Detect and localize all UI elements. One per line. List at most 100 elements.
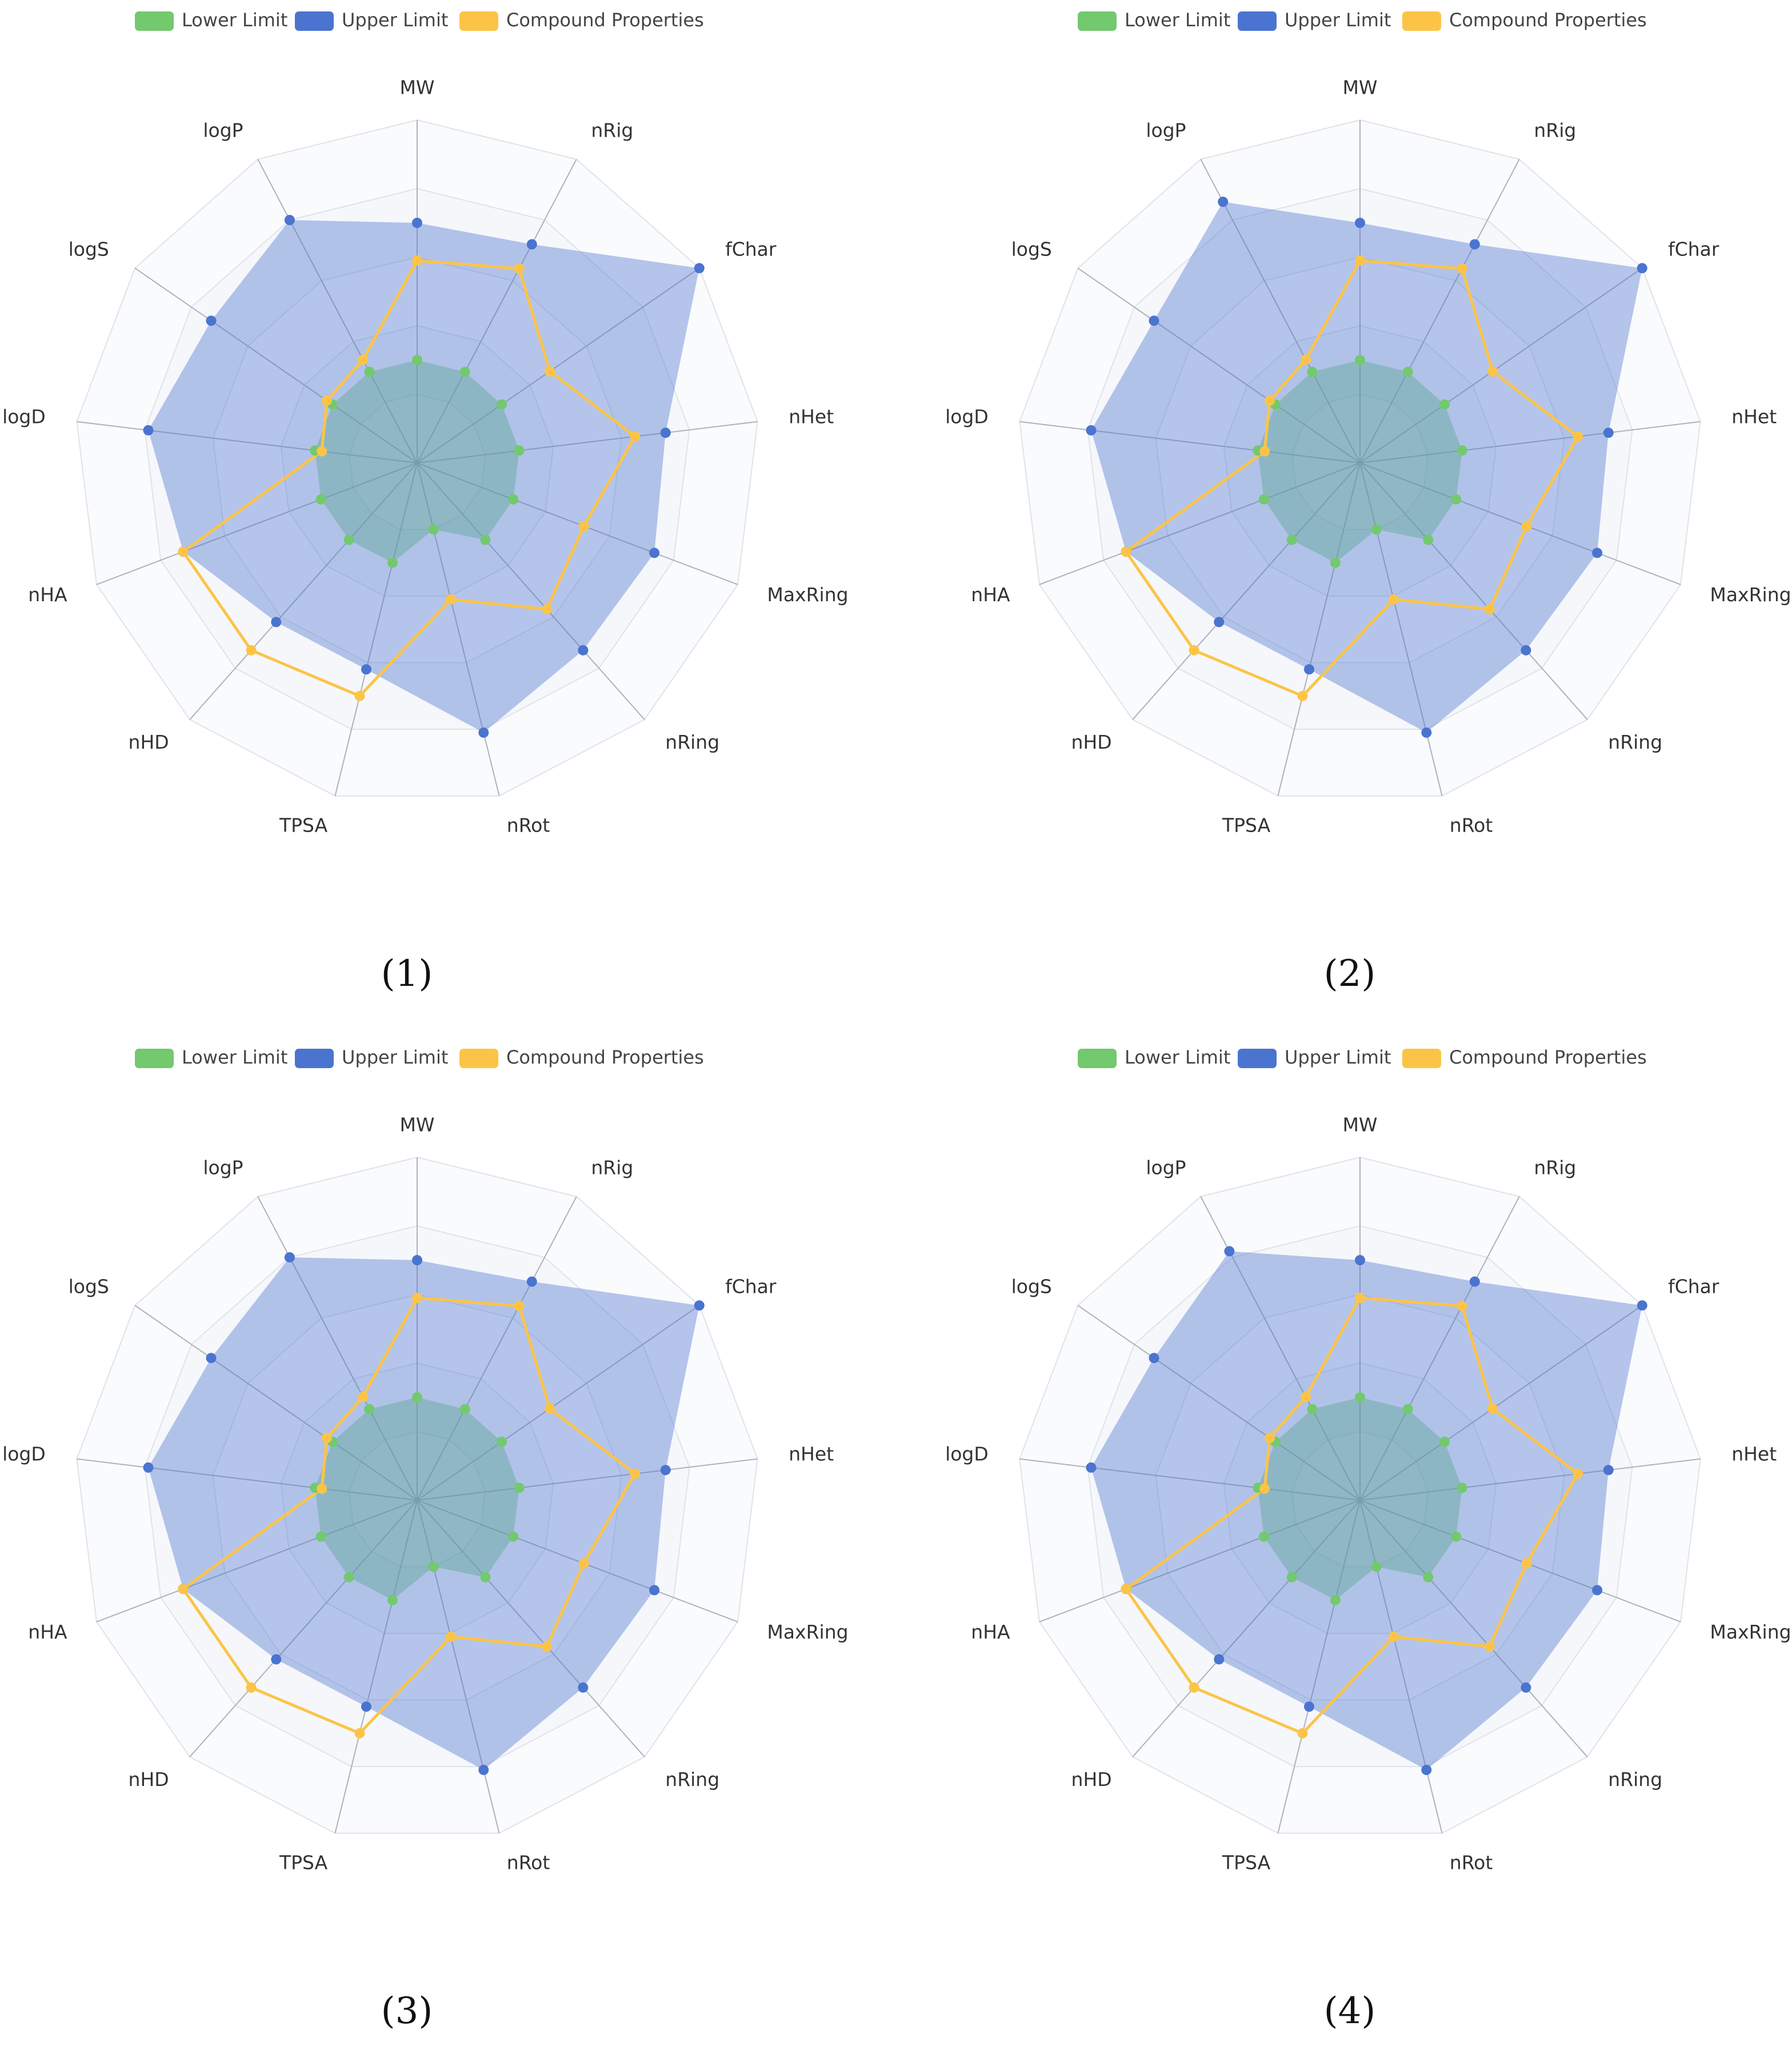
data-point-lower [497, 399, 507, 410]
axis-label-mw: MW [1342, 77, 1377, 99]
axis-label-nhd: nHD [1071, 731, 1112, 753]
data-point-upper [649, 1585, 660, 1596]
data-point-lower [1451, 494, 1462, 505]
axis-label-nhet: nHet [789, 1443, 834, 1465]
data-point-lower [412, 355, 422, 365]
legend-swatch-compound[interactable] [459, 11, 498, 31]
axis-label-nrig: nRig [1534, 1157, 1576, 1179]
data-point-upper [1214, 1654, 1225, 1665]
legend: Lower Limit Upper Limit Compound Propertie… [1078, 1046, 1647, 1068]
axis-label-maxring: MaxRing [1710, 584, 1791, 606]
data-point-upper [1603, 427, 1614, 438]
axis-label-nha: nHA [971, 1621, 1010, 1643]
legend-swatch-compound[interactable] [459, 1049, 498, 1068]
data-point-upper [1421, 1764, 1432, 1775]
series-area-lower [1258, 1397, 1462, 1600]
data-point-upper [1521, 1682, 1531, 1693]
axis-spoke [1359, 1458, 1701, 1501]
data-point-lower [1307, 1404, 1318, 1414]
legend-swatch-lower[interactable] [1078, 11, 1117, 31]
series-area-compound [1125, 259, 1579, 698]
axis-label-nring: nRing [1608, 731, 1662, 753]
axis-spoke [417, 462, 500, 796]
data-point-compound [1388, 1631, 1399, 1642]
axis-spoke [96, 462, 418, 585]
data-point-compound [412, 1293, 422, 1303]
axis-spoke [77, 421, 418, 463]
data-point-upper [1421, 727, 1432, 738]
legend-label-upper[interactable]: Upper Limit [342, 1046, 448, 1068]
data-point-compound [1484, 604, 1495, 614]
legend-label-lower[interactable]: Lower Limit [182, 1046, 287, 1068]
axis-label-nhd: nHD [129, 731, 169, 753]
series-area-compound [1125, 1296, 1579, 1735]
axis-spoke [1359, 1500, 1588, 1757]
axis-spoke [417, 1500, 500, 1833]
legend-swatch-compound[interactable] [1402, 1049, 1441, 1068]
data-point-lower [412, 1392, 422, 1402]
axis-label-logd: logD [945, 406, 989, 428]
axis-spoke [1200, 159, 1361, 463]
legend-swatch-upper[interactable] [1238, 11, 1277, 31]
axis-label-mw: MW [1342, 1114, 1377, 1136]
legend-label-compound[interactable]: Compound Properties [506, 9, 704, 31]
data-point-compound [1521, 1558, 1532, 1569]
data-point-lower [343, 534, 354, 545]
legend-label-compound[interactable]: Compound Properties [506, 1046, 704, 1068]
data-point-compound [1388, 594, 1399, 605]
data-point-compound [545, 1403, 555, 1414]
axis-spoke [257, 1196, 418, 1501]
legend-swatch-lower[interactable] [135, 1049, 174, 1068]
legend-label-lower[interactable]: Lower Limit [1125, 1046, 1230, 1068]
axis-label-nrot: nRot [1450, 814, 1493, 837]
axis-spoke [1359, 462, 1681, 585]
legend-swatch-upper[interactable] [1238, 1049, 1277, 1068]
data-point-upper [578, 1682, 589, 1693]
data-point-upper [361, 664, 371, 675]
legend-swatch-lower[interactable] [1078, 1049, 1117, 1068]
axis-label-logp: logP [1146, 1157, 1186, 1179]
axis-label-logs: logS [1011, 1275, 1052, 1297]
data-point-upper [284, 215, 295, 225]
data-point-upper [1592, 548, 1603, 558]
legend-label-upper[interactable]: Upper Limit [1285, 9, 1391, 31]
legend-label-lower[interactable]: Lower Limit [182, 9, 287, 31]
axis-spoke [1359, 1305, 1643, 1501]
legend-swatch-upper[interactable] [295, 1049, 334, 1068]
data-point-upper [1086, 1462, 1097, 1473]
data-point-compound [178, 1584, 189, 1595]
axis-label-fchar: fChar [725, 238, 777, 260]
legend-label-lower[interactable]: Lower Limit [1125, 9, 1230, 31]
data-point-compound [1265, 395, 1275, 406]
axis-label-nhet: nHet [1731, 1443, 1777, 1465]
data-point-compound [1484, 1641, 1495, 1652]
data-point-compound [317, 446, 327, 457]
data-point-lower [428, 524, 439, 535]
data-point-compound [1121, 546, 1131, 557]
axis-label-tpsa: TPSA [279, 814, 328, 837]
legend: Lower Limit Upper Limit Compound Propertie… [1078, 9, 1647, 31]
data-point-lower [1371, 1561, 1382, 1572]
legend-swatch-upper[interactable] [295, 11, 334, 31]
legend-label-compound[interactable]: Compound Properties [1449, 9, 1647, 31]
data-point-compound [445, 1631, 456, 1642]
axis-label-nrot: nRot [507, 814, 550, 837]
axis-label-logs: logS [69, 1275, 109, 1297]
axis-label-fchar: fChar [725, 1275, 777, 1297]
axis-label-logp: logP [203, 1157, 243, 1179]
data-point-lower [1439, 399, 1450, 410]
legend-label-upper[interactable]: Upper Limit [342, 9, 448, 31]
data-point-compound [358, 1392, 369, 1402]
data-point-lower [1330, 557, 1341, 568]
legend-label-compound[interactable]: Compound Properties [1449, 1046, 1647, 1068]
data-point-upper [206, 1353, 217, 1364]
legend-swatch-compound[interactable] [1402, 11, 1441, 31]
axis-label-tpsa: TPSA [1222, 1852, 1271, 1874]
legend: Lower Limit Upper Limit Compound Propertie… [135, 1046, 704, 1068]
legend-label-upper[interactable]: Upper Limit [1285, 1046, 1391, 1068]
data-point-upper [1469, 239, 1480, 250]
data-point-compound [1121, 1584, 1131, 1595]
legend-swatch-lower[interactable] [135, 11, 174, 31]
data-point-compound [630, 431, 641, 442]
axis-label-logd: logD [2, 406, 46, 428]
